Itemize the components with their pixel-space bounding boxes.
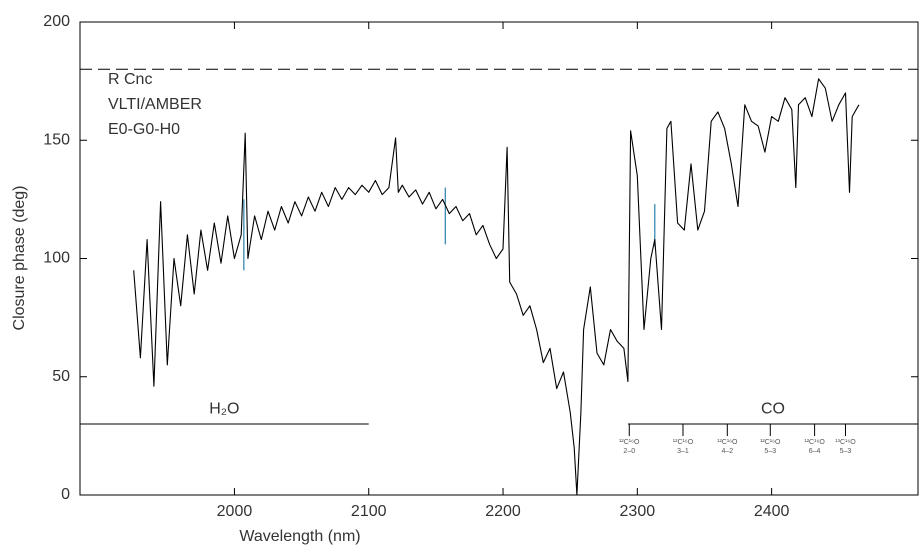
co-transition: 4–2 (721, 448, 733, 455)
annotation: VLTI/AMBER (108, 96, 202, 113)
co-transition: 2–0 (623, 448, 635, 455)
co-isotope: ¹²C¹⁶O (804, 439, 825, 446)
annotation: E0-G0-H0 (108, 121, 180, 138)
co-isotope: ¹³C¹⁶O (835, 439, 856, 446)
co-transition: 6–4 (809, 448, 821, 455)
x-tick-label: 2400 (754, 503, 790, 520)
x-tick-label: 2200 (485, 503, 521, 520)
co-isotope: ¹²C¹⁶O (760, 439, 781, 446)
x-tick-label: 2000 (217, 503, 253, 520)
co-isotope: ¹²C¹⁶O (717, 439, 738, 446)
co-isotope: ¹²C¹⁶O (619, 439, 640, 446)
y-axis-label: Closure phase (deg) (11, 186, 28, 331)
y-tick-label: 100 (43, 250, 70, 267)
band-label: CO (761, 400, 785, 417)
y-tick-label: 200 (43, 13, 70, 30)
co-transition: 3–1 (677, 448, 689, 455)
co-transition: 5–3 (764, 448, 776, 455)
y-tick-label: 50 (52, 368, 70, 385)
y-tick-label: 150 (43, 131, 70, 148)
co-isotope: ¹²C¹⁶O (673, 439, 694, 446)
y-tick-label: 0 (61, 486, 70, 503)
band-label: H₂O (209, 400, 239, 417)
x-tick-label: 2100 (351, 503, 387, 520)
x-tick-label: 2300 (620, 503, 656, 520)
x-axis-label: Wavelength (nm) (239, 528, 360, 545)
annotation: R Cnc (108, 71, 152, 88)
co-transition: 5–3 (840, 448, 852, 455)
data-line (133, 78, 860, 496)
